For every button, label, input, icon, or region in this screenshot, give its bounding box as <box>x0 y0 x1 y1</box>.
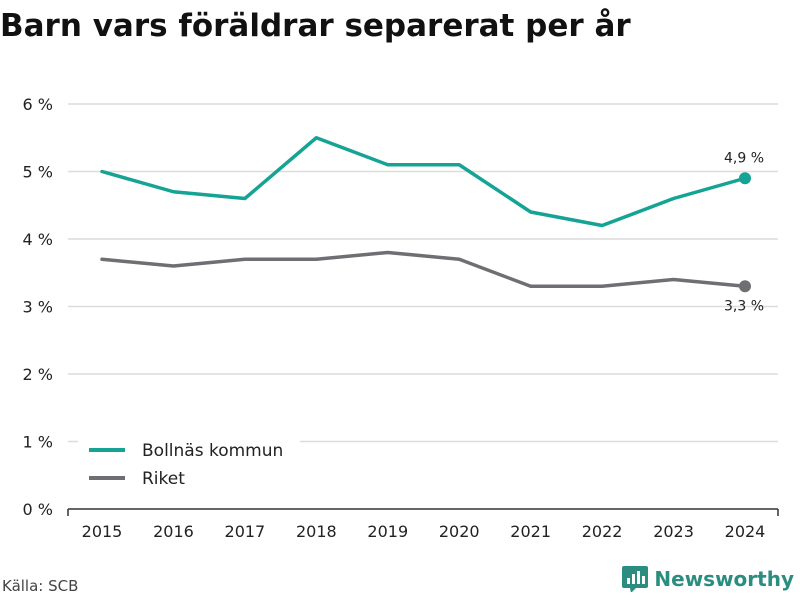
series-line-0 <box>100 136 747 228</box>
y-tick-label: 4 % <box>23 230 53 249</box>
series-lines: 4,9 % 3,3 % <box>100 136 764 314</box>
chart-title: Barn vars föräldrar separerat per år <box>0 8 631 44</box>
data-label: 3,3 % <box>724 298 764 314</box>
legend-box <box>78 433 300 499</box>
series-end-point-0 <box>739 172 751 185</box>
data-label: 4,9 % <box>724 150 764 166</box>
x-tick-label: 2022 <box>582 522 623 541</box>
source-note: Källa: SCB <box>2 577 79 595</box>
y-tick-label: 6 % <box>23 95 53 114</box>
newsworthy-icon <box>622 566 649 592</box>
legend: Bollnäs kommun Riket <box>78 433 300 499</box>
x-tick-label: 2019 <box>367 522 408 541</box>
series-line-1 <box>100 250 747 288</box>
brand-name: Newsworthy <box>654 567 794 591</box>
x-tick-label: 2023 <box>653 522 694 541</box>
series-end-point-1 <box>739 280 751 293</box>
x-tick-label: 2020 <box>439 522 480 541</box>
x-tick-label: 2024 <box>725 522 766 541</box>
legend-label: Bollnäs kommun <box>142 441 283 461</box>
x-tick-label: 2018 <box>296 522 337 541</box>
legend-label: Riket <box>142 469 185 489</box>
x-axis: 2015 2016 2017 2018 2019 2020 2021 2022 2023 2024 <box>67 508 779 541</box>
y-tick-label: 2 % <box>23 365 53 384</box>
y-tick-label: 1 % <box>23 433 53 452</box>
x-tick-label: 2016 <box>153 522 194 541</box>
gridlines <box>68 103 778 443</box>
y-tick-label: 5 % <box>23 163 53 182</box>
x-tick-label: 2017 <box>225 522 266 541</box>
y-tick-label: 3 % <box>23 298 53 317</box>
y-axis: 0 % 1 % 2 % 3 % 4 % 5 % 6 % <box>23 95 53 519</box>
x-tick-label: 2015 <box>82 522 123 541</box>
brand-logo: Newsworthy <box>622 566 794 592</box>
y-tick-label: 0 % <box>23 500 53 519</box>
x-tick-label: 2021 <box>510 522 551 541</box>
